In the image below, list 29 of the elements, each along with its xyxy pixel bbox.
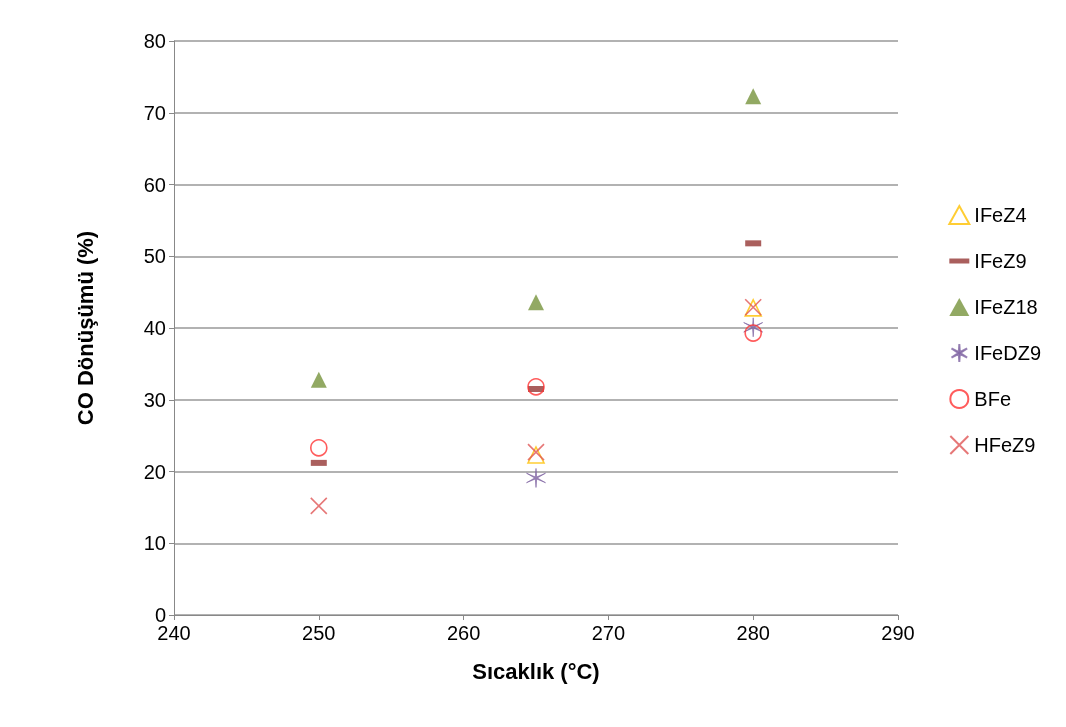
x-tick-label: 260 <box>446 622 481 644</box>
point <box>528 294 544 311</box>
legend-label: IFeZ4 <box>974 204 1027 226</box>
y-tick-label: 40 <box>143 317 166 339</box>
y-axis-title: CO Dönüşümü (%) <box>72 230 98 426</box>
point <box>310 371 327 388</box>
legend-label: IFeDZ9 <box>974 342 1042 364</box>
legend-label: IFeZ9 <box>974 250 1027 272</box>
point <box>310 439 328 457</box>
y-tick-label: 80 <box>143 30 166 52</box>
point <box>310 497 328 515</box>
x-tick-label: 290 <box>881 622 915 644</box>
point <box>527 378 545 396</box>
y-tick-label: 30 <box>143 388 166 411</box>
point <box>745 88 762 105</box>
y-tick-label: 10 <box>143 532 166 555</box>
x-tick-label: 280 <box>736 622 770 644</box>
y-tick-label: 20 <box>143 460 166 483</box>
y-tick-label: 70 <box>143 101 166 124</box>
legend-label: IFeZ18 <box>974 296 1038 318</box>
legend-label: BFe <box>974 388 1012 410</box>
point <box>526 468 546 488</box>
y-tick-label: 50 <box>143 245 166 268</box>
y-tick-label: 60 <box>143 173 166 196</box>
x-tick-label: 270 <box>591 622 626 644</box>
legend-label: HFeZ9 <box>974 434 1036 456</box>
point <box>744 324 762 342</box>
x-axis-title: Sıcaklık (°C) <box>472 658 600 684</box>
x-tick-label: 250 <box>302 622 336 644</box>
